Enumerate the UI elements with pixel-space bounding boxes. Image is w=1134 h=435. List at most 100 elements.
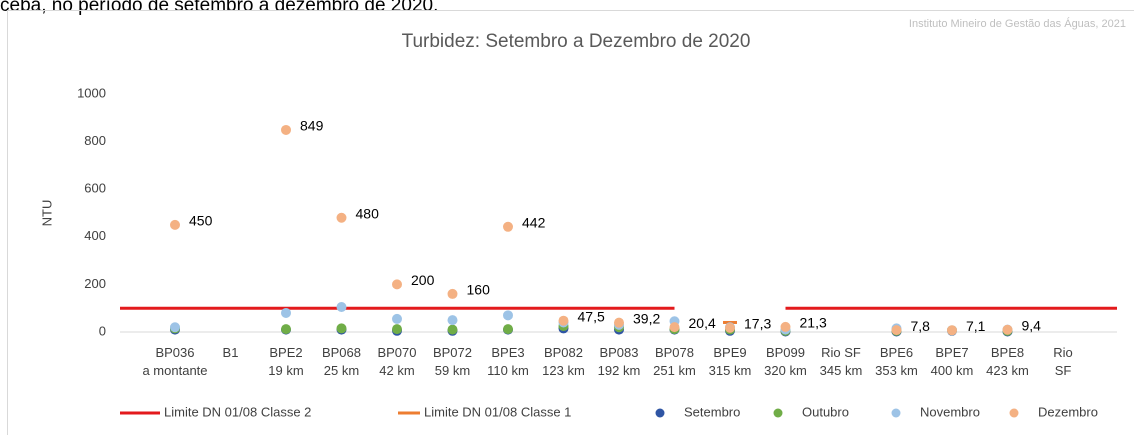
data-point (614, 317, 624, 328)
data-point (281, 124, 291, 135)
x-tick-label: BP068 25 km (322, 345, 361, 378)
data-point (281, 307, 291, 318)
data-point (170, 219, 180, 230)
x-tick-label-line: a montante (142, 363, 207, 378)
data-point (336, 323, 347, 334)
data-point (947, 325, 957, 336)
legend-swatch (773, 408, 783, 418)
legend-label: Dezembro (1038, 404, 1098, 419)
x-tick-label: B1 (223, 345, 239, 360)
data-label: 39,2 (633, 310, 660, 326)
x-tick-label-line: BP070 (377, 345, 416, 360)
x-tick-label-line: BP083 (599, 345, 638, 360)
x-tick-label-line: BPE6 (880, 345, 913, 360)
data-point (281, 324, 291, 335)
data-point (336, 302, 347, 313)
x-tick-label: BPE9 315 km (709, 345, 752, 378)
x-tick-label: BP099 320 km (764, 345, 807, 378)
y-axis-label: NTU (39, 200, 54, 227)
data-point (669, 322, 680, 333)
x-tick-label-line: 42 km (379, 363, 414, 378)
x-tick-label-line: 25 km (324, 363, 359, 378)
x-tick-label-line: BP072 (433, 345, 472, 360)
x-tick-label-line: SF (1055, 363, 1072, 378)
source-note: Instituto Mineiro de Gestão das Águas, 2… (909, 17, 1126, 30)
data-point (336, 212, 347, 223)
data-label: 160 (467, 282, 491, 298)
data-point (392, 279, 402, 290)
x-tick-label: BP083 192 km (598, 345, 641, 378)
data-label: 17,3 (744, 316, 771, 332)
x-tick-label-line: BP068 (322, 345, 361, 360)
x-tick-label-line: 192 km (598, 363, 641, 378)
x-tick-label-line: 110 km (487, 363, 529, 378)
data-point (503, 310, 513, 321)
data-label: 480 (356, 205, 380, 221)
x-tick-label: BPE6 353 km (875, 345, 918, 378)
data-label: 442 (522, 215, 546, 231)
x-tick-label-line: 345 km (820, 363, 863, 378)
data-point (392, 324, 402, 335)
data-point (725, 322, 735, 333)
data-point (1002, 324, 1013, 335)
x-tick-label: Rio SF (1053, 345, 1073, 378)
legend-swatch (891, 408, 901, 418)
y-tick-label: 200 (84, 276, 106, 291)
data-point (392, 313, 402, 324)
x-tick-label: Rio SF 345 km (820, 345, 863, 378)
x-tick-label-line: BP099 (766, 345, 805, 360)
x-tick-label-line: 123 km (542, 363, 585, 378)
data-label: 849 (300, 118, 324, 134)
x-tick-label-line: Rio SF (821, 345, 861, 360)
x-tick-label: BP082 123 km (542, 345, 585, 378)
data-point (447, 288, 458, 299)
x-tick-label-line: Rio (1053, 345, 1073, 360)
x-tick-label-line: BP036 (155, 345, 194, 360)
legend-swatch (1009, 408, 1019, 418)
legend-label: Limite DN 01/08 Classe 1 (424, 404, 571, 419)
x-tick-label-line: BP082 (544, 345, 583, 360)
x-tick-label-line: 400 km (931, 363, 974, 378)
y-tick-label: 800 (84, 133, 106, 148)
x-tick-label-line: BP078 (655, 345, 694, 360)
x-tick-label: BPE2 19 km (268, 345, 303, 378)
data-label: 47,5 (578, 308, 605, 324)
x-tick-label-line: BPE9 (713, 345, 746, 360)
legend-label: Novembro (920, 404, 980, 419)
legend-label: Outubro (802, 404, 849, 419)
x-tick-label-line: 315 km (709, 363, 752, 378)
x-tick-label-line: 19 km (268, 363, 303, 378)
x-tick-label: BPE8 423 km (986, 345, 1029, 378)
x-tick-label-line: 353 km (875, 363, 918, 378)
x-tick-label-line: BPE8 (991, 345, 1024, 360)
data-label: 7,8 (911, 318, 931, 334)
x-tick-label-line: 423 km (986, 363, 1029, 378)
data-label: 200 (411, 272, 435, 288)
y-tick-label: 1000 (77, 85, 106, 100)
legend-label: Limite DN 01/08 Classe 2 (164, 404, 311, 419)
data-label: 9,4 (1022, 317, 1042, 333)
x-tick-label: BPE3 110 km (487, 345, 529, 378)
data-label: 21,3 (800, 315, 827, 331)
y-tick-label: 0 (99, 323, 106, 338)
y-tick-label: 600 (84, 181, 106, 196)
x-tick-label: BP070 42 km (377, 345, 416, 378)
data-point (170, 322, 180, 333)
data-point (503, 324, 513, 335)
x-tick-label-line: B1 (223, 345, 239, 360)
data-label: 450 (189, 213, 213, 229)
chart-title: Turbidez: Setembro a Dezembro de 2020 (402, 31, 751, 52)
x-tick-label-line: 59 km (435, 363, 470, 378)
data-point (558, 315, 569, 326)
data-point (447, 315, 458, 326)
data-point (780, 321, 791, 332)
data-point (891, 325, 902, 336)
x-tick-label-line: 251 km (653, 363, 696, 378)
data-point (447, 324, 458, 335)
data-point (503, 221, 513, 232)
caption: ceba, no período de setembro a dezembro … (0, 0, 438, 16)
x-tick-label-line: BPE2 (269, 345, 302, 360)
x-tick-label: BPE7 400 km (931, 345, 974, 378)
y-tick-label: 400 (84, 228, 106, 243)
